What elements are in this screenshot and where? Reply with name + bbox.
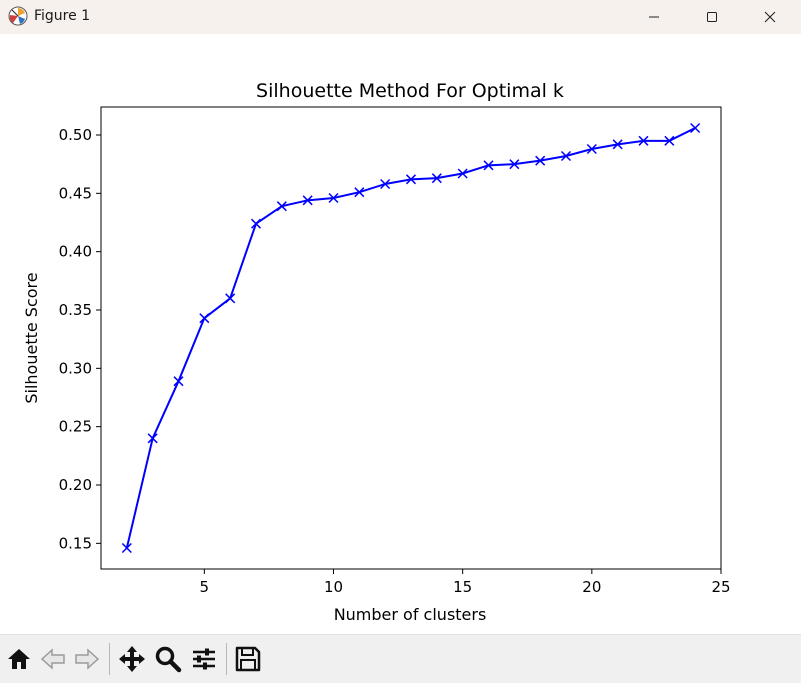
back-button[interactable]: [37, 643, 69, 675]
data-point-marker: [302, 195, 313, 206]
forward-arrow-icon: [75, 648, 100, 670]
y-tick-label: 0.50: [59, 126, 92, 144]
maximize-icon: [707, 12, 717, 22]
data-point-marker: [199, 313, 210, 324]
forward-button[interactable]: [71, 643, 103, 675]
data-point-marker: [509, 159, 520, 170]
data-point-marker: [173, 376, 184, 387]
data-point-marker: [612, 139, 623, 150]
matplotlib-logo-icon: [8, 6, 28, 26]
y-tick-label: 0.15: [59, 534, 92, 552]
y-axis: 0.15 0.20 0.25 0.30 0.35 0.40 0.45 0.50: [59, 126, 101, 552]
zoom-magnifier-icon: [155, 646, 182, 673]
pan-move-icon: [119, 646, 145, 672]
window-title: Figure 1: [34, 8, 91, 24]
chart-title: Silhouette Method For Optimal k: [256, 80, 564, 102]
close-button[interactable]: [741, 0, 799, 34]
x-tick-label: 15: [453, 578, 472, 596]
data-point-marker: [121, 542, 132, 554]
data-point-marker: [560, 150, 572, 162]
close-icon: [764, 11, 776, 23]
data-point-marker: [328, 192, 339, 204]
y-tick-label: 0.20: [59, 476, 92, 494]
data-point-marker: [147, 433, 158, 444]
y-axis-label: Silhouette Score: [22, 272, 41, 403]
data-point-marker: [276, 201, 287, 212]
home-button[interactable]: [3, 643, 35, 675]
x-tick-label: 25: [711, 578, 730, 596]
data-point-marker: [225, 293, 236, 304]
series-line: [125, 127, 696, 549]
series-markers: [121, 122, 701, 554]
pan-button[interactable]: [116, 643, 148, 675]
y-tick-label: 0.45: [59, 184, 92, 202]
window-titlebar: Figure 1: [0, 0, 801, 34]
data-point-marker: [690, 122, 701, 134]
data-point-marker: [250, 218, 262, 229]
figure-canvas[interactable]: Silhouette Method For Optimal k 5 10 15 20 2…: [0, 34, 801, 634]
data-point-marker: [535, 155, 546, 166]
navigation-toolbar: [0, 634, 801, 683]
back-arrow-icon: [40, 648, 65, 670]
x-tick-label: 20: [582, 578, 601, 596]
maximize-button[interactable]: [683, 0, 741, 34]
x-axis-label: Number of clusters: [334, 605, 487, 624]
save-floppy-icon: [235, 646, 261, 672]
data-point-marker: [380, 178, 391, 190]
y-tick-label: 0.35: [59, 301, 92, 319]
minimize-icon: [649, 16, 659, 18]
x-axis: 5 10 15 20 25: [200, 569, 731, 596]
data-point-marker: [431, 173, 442, 184]
minimize-button[interactable]: [625, 0, 683, 34]
data-point-marker: [664, 135, 675, 146]
plot-frame: [100, 106, 722, 570]
configure-subplots-icon: [193, 648, 215, 670]
data-point-marker: [354, 187, 365, 198]
x-tick-label: 5: [200, 578, 210, 596]
data-point-marker: [638, 135, 649, 146]
y-tick-label: 0.30: [59, 359, 92, 377]
data-point-marker: [586, 143, 597, 155]
x-tick-label: 10: [324, 578, 343, 596]
data-point-marker: [457, 168, 468, 179]
save-button[interactable]: [232, 643, 264, 675]
home-icon: [8, 649, 30, 669]
toolbar-separator: [226, 643, 227, 675]
configure-subplots-button[interactable]: [188, 643, 220, 675]
zoom-button[interactable]: [152, 643, 184, 675]
y-tick-label: 0.25: [59, 418, 92, 436]
y-tick-label: 0.40: [59, 243, 92, 261]
data-point-marker: [483, 160, 494, 171]
toolbar-separator: [109, 643, 110, 675]
silhouette-line-chart: Silhouette Method For Optimal k 5 10 15 20 2…: [22, 80, 731, 624]
data-point-marker: [405, 174, 417, 185]
